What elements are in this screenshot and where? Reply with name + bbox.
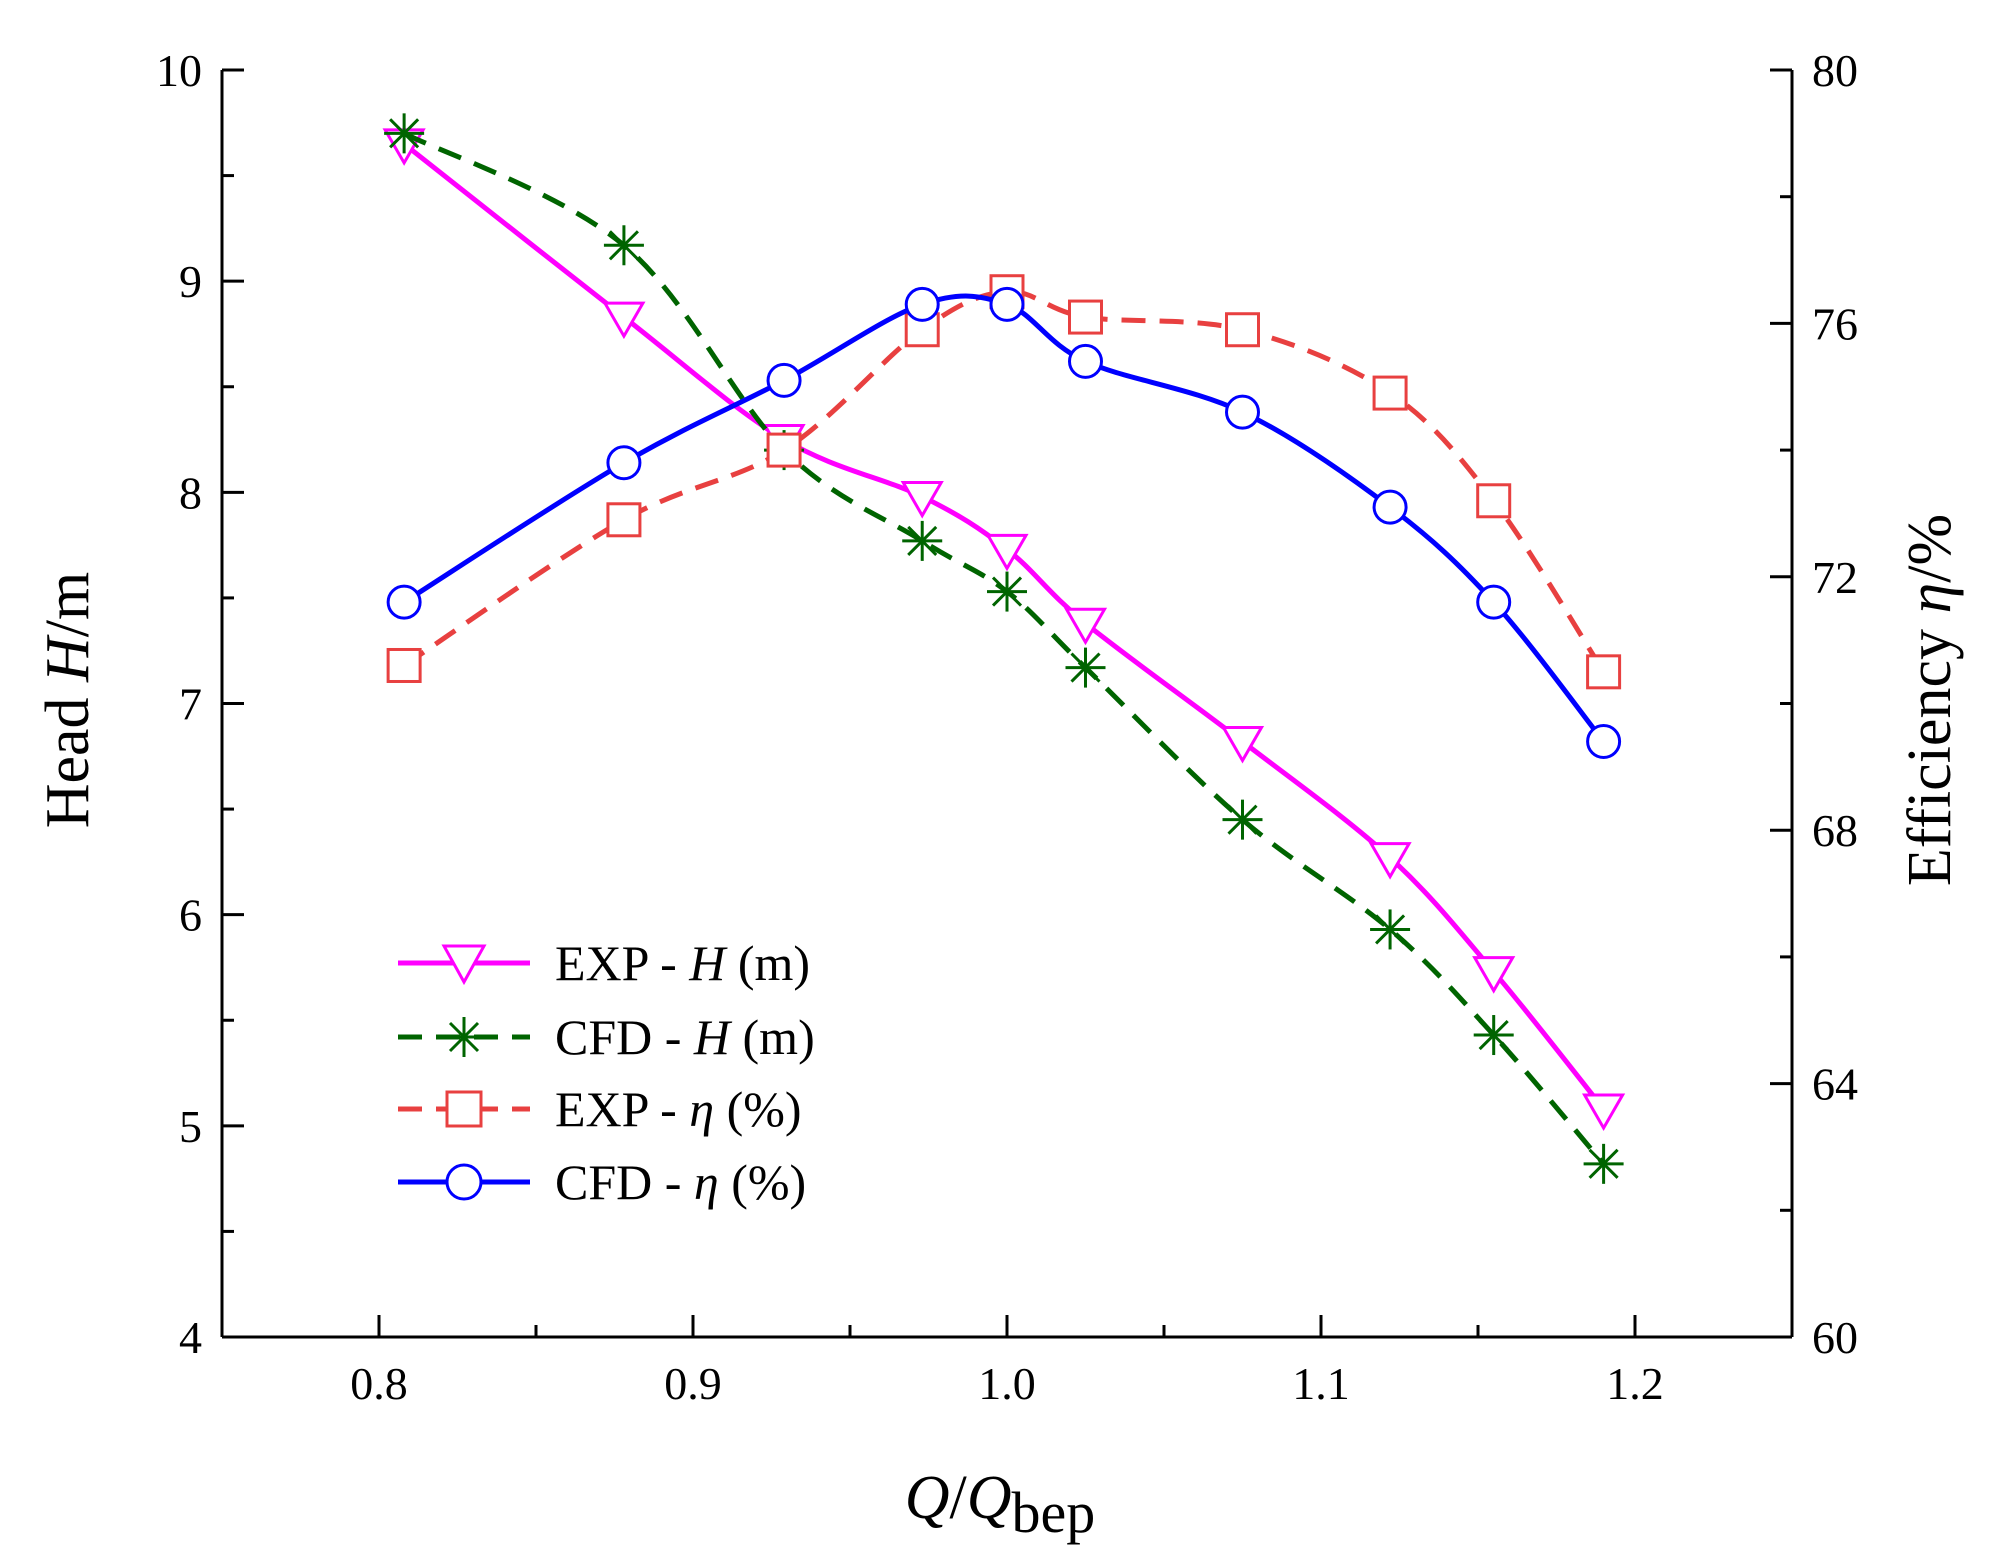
legend-label-exp-eta: EXP - η (%) bbox=[555, 1081, 802, 1137]
y-left-tick-label: 9 bbox=[179, 256, 202, 307]
legend-label-exp-h: EXP - H (m) bbox=[555, 935, 810, 991]
legend-marker-cfd-h bbox=[444, 1017, 484, 1057]
y-right-tick-label: 64 bbox=[1812, 1059, 1858, 1110]
legend-marker-cfd-eta bbox=[445, 1163, 483, 1201]
x-axis-title-subscript: bep bbox=[1012, 1480, 1096, 1545]
data-point-cfd-h bbox=[384, 113, 425, 154]
data-point-cfd-h bbox=[902, 520, 943, 561]
y-right-tick-label: 60 bbox=[1812, 1312, 1858, 1363]
y-left-title-prefix: Head bbox=[34, 682, 102, 828]
legend-entry-cfd-eta: CFD - η (%) bbox=[398, 1154, 806, 1210]
series-exp-eta bbox=[386, 274, 1622, 690]
data-point-exp-eta bbox=[606, 502, 642, 538]
data-point-exp-h bbox=[1582, 1093, 1626, 1131]
data-point-exp-eta bbox=[1586, 654, 1622, 690]
data-point-exp-h bbox=[1220, 726, 1265, 764]
data-point-exp-h bbox=[985, 533, 1029, 572]
series-line-cfd-eta bbox=[402, 293, 1606, 744]
axes-frame bbox=[220, 70, 1794, 1339]
data-point-cfd-eta bbox=[606, 445, 642, 481]
x-tick-label: 1.2 bbox=[1606, 1358, 1664, 1409]
y-left-tick-label: 6 bbox=[179, 890, 202, 941]
data-point-cfd-h bbox=[1583, 1143, 1624, 1184]
data-point-exp-h bbox=[900, 481, 944, 519]
data-point-exp-eta bbox=[1225, 312, 1260, 348]
x-axis-title-slash: / bbox=[950, 1464, 968, 1532]
x-tick-label: 0.8 bbox=[350, 1358, 408, 1409]
y-right-tick-label: 68 bbox=[1812, 805, 1858, 856]
y-left-tick-label: 8 bbox=[179, 467, 202, 518]
x-tick-label: 0.9 bbox=[664, 1358, 722, 1409]
data-point-cfd-h bbox=[1065, 647, 1106, 688]
data-point-cfd-eta bbox=[1225, 394, 1260, 430]
legend-entry-cfd-h: CFD - H (m) bbox=[398, 1009, 815, 1065]
x-axis-title: Q/Qbep bbox=[905, 1464, 1096, 1545]
data-point-exp-h bbox=[1472, 956, 1516, 994]
x-axis-title-q2: Q bbox=[967, 1464, 1012, 1532]
legend-label-cfd-eta: CFD - η (%) bbox=[555, 1154, 806, 1210]
tick-labels: 0.8 0.9 1.0 1.1 1.2 4 5 6 7 8 9 10 60 64 68 72 76 80 bbox=[156, 45, 1858, 1409]
data-point-exp-eta bbox=[1068, 299, 1103, 335]
y-left-tick-label: 4 bbox=[179, 1312, 202, 1363]
series-line-cfd-h bbox=[402, 131, 1606, 1166]
data-point-exp-eta bbox=[386, 647, 422, 683]
series-cfd-eta bbox=[386, 286, 1622, 760]
y-right-tick-label: 80 bbox=[1812, 45, 1858, 96]
x-axis-title-q: Q bbox=[905, 1464, 950, 1532]
data-point-exp-eta bbox=[766, 432, 802, 468]
data-point-cfd-eta bbox=[1476, 584, 1512, 620]
x-tick-label: 1.0 bbox=[978, 1358, 1036, 1409]
data-point-cfd-eta bbox=[1586, 724, 1622, 760]
legend-entry-exp-eta: EXP - η (%) bbox=[398, 1081, 802, 1137]
data-point-exp-h bbox=[1368, 842, 1412, 880]
legend: EXP - H (m) CFD - H (m) EXP - η (%) CFD … bbox=[398, 935, 815, 1210]
data-point-cfd-eta bbox=[766, 362, 802, 398]
data-point-cfd-h bbox=[1473, 1015, 1514, 1056]
data-point-cfd-h bbox=[987, 571, 1027, 612]
y-left-tick-label: 7 bbox=[179, 679, 202, 730]
series-cfd-h bbox=[384, 113, 1624, 1184]
y-left-tick-label: 5 bbox=[179, 1101, 202, 1152]
y-right-tick-label: 76 bbox=[1812, 298, 1858, 349]
data-point-exp-h bbox=[1063, 607, 1108, 646]
data-point-exp-eta bbox=[1476, 483, 1512, 519]
y-left-axis-title: Head H/m bbox=[34, 572, 102, 829]
legend-marker-exp-eta bbox=[445, 1090, 483, 1128]
legend-label-cfd-h: CFD - H (m) bbox=[555, 1009, 815, 1065]
data-point-cfd-eta bbox=[904, 286, 940, 322]
data-point-cfd-eta bbox=[989, 286, 1025, 322]
series-line-exp-h bbox=[402, 141, 1606, 1111]
y-right-tick-label: 72 bbox=[1812, 552, 1858, 603]
data-point-exp-h bbox=[602, 301, 646, 340]
data-point-exp-eta bbox=[1372, 375, 1408, 411]
y-right-title-suffix: /% bbox=[1896, 514, 1964, 583]
y-right-axis-title: Efficiency η/% bbox=[1896, 514, 1964, 886]
data-point-cfd-h bbox=[1222, 799, 1263, 840]
x-tick-label: 1.1 bbox=[1292, 1358, 1350, 1409]
data-point-exp-eta bbox=[904, 312, 940, 348]
legend-marker-exp-h bbox=[441, 944, 487, 986]
data-point-cfd-h bbox=[1370, 909, 1411, 950]
y-left-tick-label: 10 bbox=[156, 45, 202, 96]
y-left-title-symbol: H bbox=[34, 634, 102, 683]
series-layer bbox=[382, 113, 1626, 1184]
data-point-cfd-eta bbox=[386, 584, 422, 620]
axis-ticks bbox=[220, 68, 1794, 1339]
y-left-title-suffix: /m bbox=[34, 572, 102, 637]
data-point-cfd-eta bbox=[1068, 343, 1103, 379]
series-line-exp-eta bbox=[402, 289, 1606, 674]
y-right-title-symbol: η bbox=[1896, 583, 1964, 614]
data-point-cfd-h bbox=[603, 225, 644, 266]
legend-entry-exp-h: EXP - H (m) bbox=[398, 935, 810, 991]
data-point-cfd-eta bbox=[1372, 489, 1408, 525]
y-right-title-prefix: Efficiency bbox=[1896, 614, 1964, 887]
